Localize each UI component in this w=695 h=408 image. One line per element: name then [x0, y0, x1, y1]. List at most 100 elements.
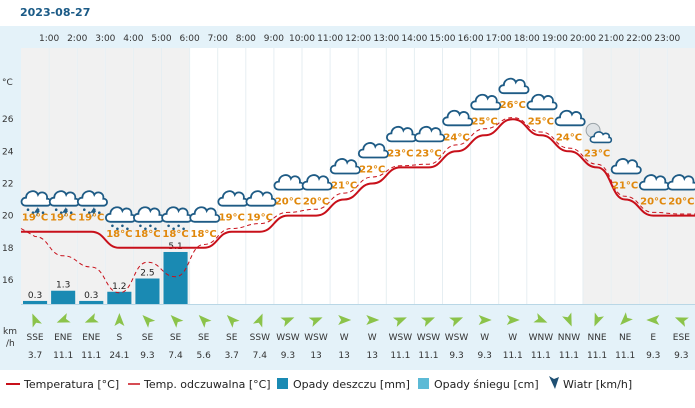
wind-direction: WSW [304, 333, 328, 343]
wind-speed: 13 [367, 351, 378, 361]
wind-speed: 11.1 [615, 351, 635, 361]
wind-direction: SSE [26, 333, 43, 343]
wind-arrow-shape [421, 317, 435, 327]
wind-arrow-icon [170, 315, 184, 328]
rain-drop [144, 227, 147, 231]
wind-speed: 3.7 [225, 351, 239, 361]
wind-direction: ESE [673, 333, 690, 343]
wind-arrow-shape [84, 313, 99, 323]
temperature-label: 21°C [331, 181, 357, 192]
temperature-label: 19°C [78, 213, 104, 224]
rain-drop [149, 224, 152, 228]
weather-icons [20, 77, 695, 231]
wind-speed: 9.3 [646, 351, 660, 361]
wind-arrow-icon [506, 315, 520, 325]
wind-arrow-icon [646, 315, 660, 325]
hour-label: 20:00 [570, 34, 596, 44]
wind-direction: ENE [82, 333, 100, 343]
y-tick-label: 18 [2, 244, 14, 254]
rain-drop [121, 224, 124, 228]
partly-cloudy-night-icon [585, 122, 613, 144]
rain-bar [79, 300, 104, 304]
hour-label: 8:00 [236, 34, 256, 44]
hour-label: 17:00 [486, 34, 512, 44]
hour-label: 6:00 [179, 34, 199, 44]
hour-label: 22:00 [626, 34, 652, 44]
wind-arrow-shape [142, 315, 156, 328]
rain-drop [41, 211, 45, 214]
cloud-icon [357, 142, 389, 159]
rain-label: 1.3 [56, 281, 70, 291]
cloud-shape [442, 109, 474, 127]
wind-arrow-shape [533, 313, 548, 323]
rain-drop [31, 211, 35, 214]
wind-direction: SE [142, 333, 154, 343]
wind-arrow-shape [308, 317, 323, 327]
wind-arrow-shape [674, 317, 689, 327]
wind-arrow-shape [198, 315, 212, 328]
y-tick-label: 16 [2, 276, 14, 286]
hour-label: 16:00 [458, 34, 484, 44]
hour-label: 7:00 [208, 34, 228, 44]
wind-direction: W [508, 333, 517, 343]
wind-arrow-icon [478, 315, 492, 325]
wind-arrow-icon [421, 317, 435, 327]
temperature-label: 19°C [50, 213, 76, 224]
hour-label: 9:00 [264, 34, 284, 44]
cloud-shape [526, 93, 558, 111]
rain-bar [23, 300, 48, 304]
chart-date: 2023-08-27 [20, 6, 90, 19]
temperature-label: 18°C [106, 229, 132, 240]
cloud-shape [76, 190, 108, 207]
lightning-shape [90, 206, 97, 218]
wind-unit: km [3, 327, 17, 337]
hour-label: 21:00 [598, 34, 624, 44]
wind-speed: 9.3 [477, 351, 491, 361]
wind-direction: W [368, 333, 377, 343]
wind-arrow-icon [562, 312, 572, 327]
wind-arrow-shape [594, 312, 605, 327]
wind-arrow-icon [56, 313, 71, 323]
wind-arrow-shape [620, 312, 633, 325]
cloud-icon [189, 206, 221, 223]
rain-drop [26, 208, 30, 211]
wind-arrow-shape [280, 317, 295, 327]
wind-arrow-icon [366, 315, 380, 325]
temperature-label: 18°C [191, 229, 217, 240]
wind-direction: NNE [587, 333, 606, 343]
cloud-shape [554, 109, 586, 127]
legend-rain-swatch [277, 378, 288, 389]
wind-direction: SSW [250, 333, 270, 343]
cloud-icon [610, 158, 642, 175]
legend-feels-like: Temp. odczuwalna [°C] [143, 378, 271, 391]
wind-arrow-icon [84, 313, 99, 323]
temperature-label: 20°C [303, 197, 329, 208]
wind-arrow-icon [620, 312, 633, 325]
cloud-shape [414, 125, 446, 143]
temperature-label: 26°C [500, 100, 526, 111]
wind-direction: ENE [54, 333, 72, 343]
thunderstorm-icon [76, 190, 108, 218]
wind-arrow-shape [226, 315, 240, 328]
wind-speed: 11.1 [53, 351, 73, 361]
wind-speed: 5.6 [196, 351, 211, 361]
wind-arrow-shape [114, 313, 125, 326]
wind-arrow-icon [32, 313, 42, 328]
temperature-line [21, 118, 695, 249]
wind-arrow-shape [392, 317, 407, 327]
wind-direction: NNW [558, 333, 580, 343]
y-tick-label: 20 [2, 212, 14, 222]
rain-drop [116, 227, 119, 231]
cloud-icon [667, 174, 695, 191]
temperature-label: 23°C [415, 148, 441, 159]
wind-direction: SE [170, 333, 182, 343]
rain-drop [83, 208, 86, 211]
hour-label: 23:00 [654, 34, 680, 44]
rain-drop [59, 211, 63, 214]
cloud-icon [470, 93, 502, 111]
hour-label: 3:00 [95, 34, 115, 44]
wind-arrow-shape [478, 315, 492, 325]
wind-speed: 13 [310, 351, 321, 361]
cloud-icon [329, 158, 361, 175]
wind-arrow-icon [198, 315, 212, 328]
